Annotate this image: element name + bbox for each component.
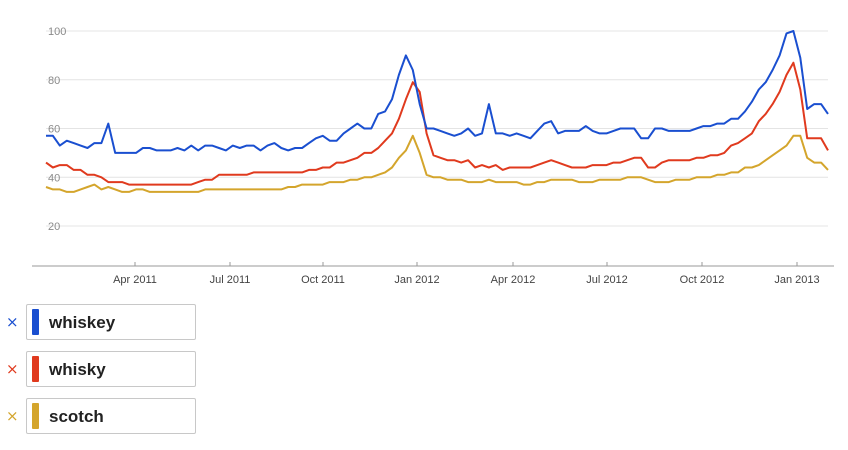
remove-series-icon[interactable]: × [6,407,19,425]
y-tick-label: 20 [48,221,60,233]
x-tick-label: Apr 2012 [491,274,536,286]
legend-term-box[interactable]: whisky [26,351,196,387]
series-color-swatch [32,309,39,335]
x-tick-label: Jul 2011 [210,274,251,286]
legend-label: whiskey [49,313,116,332]
remove-series-icon[interactable]: × [6,313,19,331]
y-tick-label: 40 [48,172,60,184]
x-tick-label: Jan 2012 [394,274,439,286]
x-tick-label: Oct 2011 [301,274,345,286]
legend-term-box[interactable]: scotch [26,398,196,434]
chart-grid [46,30,828,227]
x-tick-label: Oct 2012 [680,274,725,286]
y-axis-labels: 20 40 60 80 100 [48,26,66,233]
series-line-whiskey [46,30,829,154]
series-lines [45,30,829,193]
y-tick-label: 100 [48,26,66,38]
trend-chart: 20 40 60 80 100 Apr 2011 Jul 2011 Oct 2011 Jan … [32,26,834,286]
x-tick-label: Jan 2013 [774,274,819,286]
series-line-whisky [45,61,829,186]
legend-label: whisky [49,360,106,379]
x-tick-label: Apr 2011 [113,274,157,286]
x-tick-label: Jul 2012 [586,274,628,286]
legend-item-scotch: × scotch [6,398,200,434]
remove-series-icon[interactable]: × [6,360,19,378]
x-axis-ticks: Apr 2011 Jul 2011 Oct 2011 Jan 2012 Apr 2012… [113,262,820,286]
y-tick-label: 60 [48,124,60,136]
legend-label: scotch [49,407,104,426]
legend-item-whisky: × whisky [6,351,200,387]
legend-term-box[interactable]: whiskey [26,304,196,340]
legend-item-whiskey: × whiskey [6,304,200,340]
y-tick-label: 80 [48,75,60,87]
series-color-swatch [32,356,39,382]
series-line-scotch [45,134,829,193]
series-color-swatch [32,403,39,429]
